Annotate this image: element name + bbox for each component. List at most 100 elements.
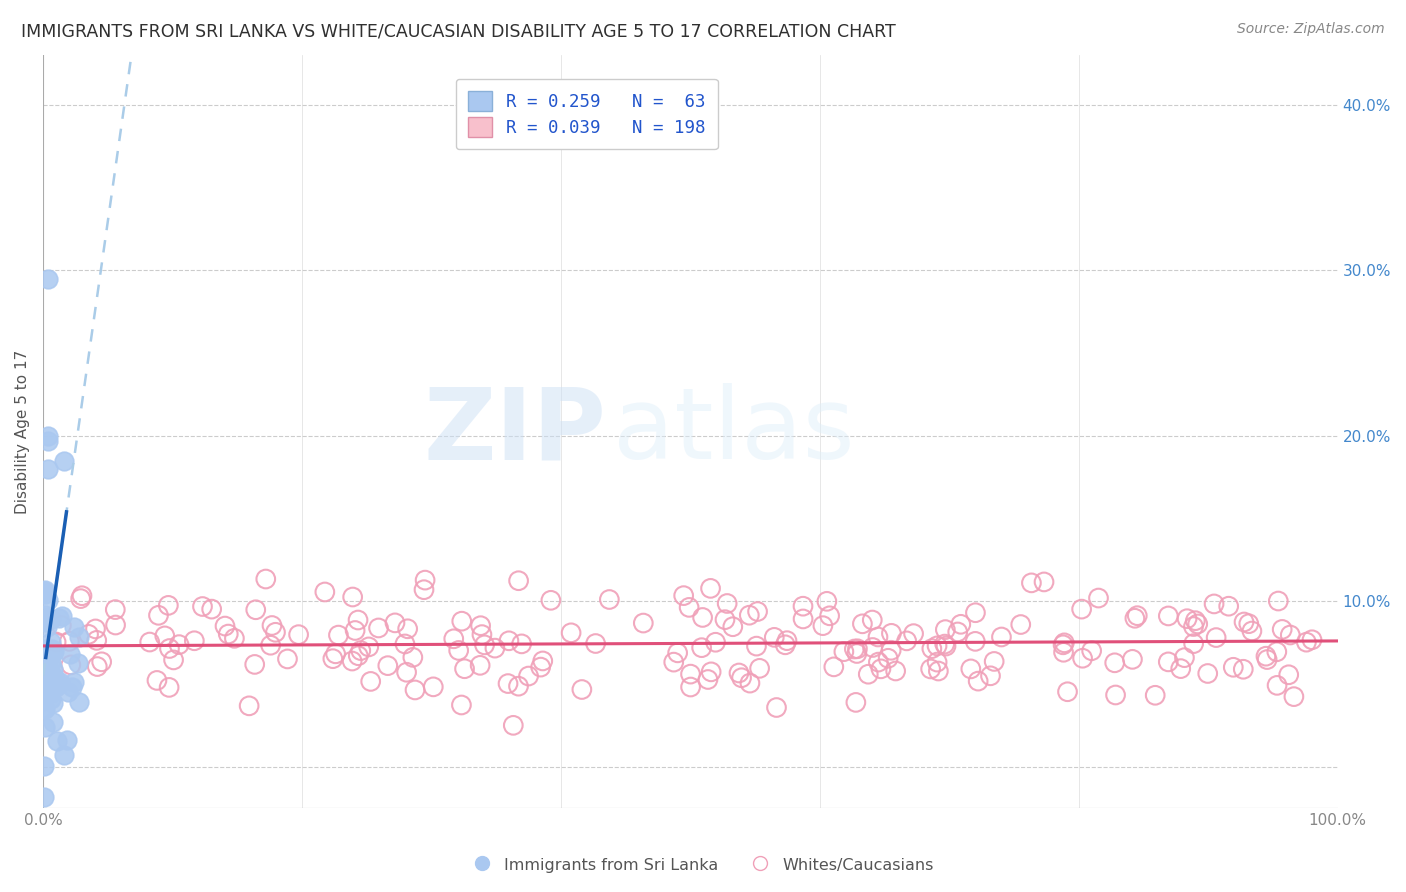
Legend: R = 0.259   N =  63, R = 0.039   N = 198: R = 0.259 N = 63, R = 0.039 N = 198	[456, 78, 718, 149]
Point	[37, 593, 59, 607]
Point	[42, 715, 65, 730]
Point	[927, 655, 949, 669]
Point	[903, 626, 925, 640]
Point	[350, 643, 373, 657]
Point	[697, 673, 720, 687]
Point	[860, 613, 883, 627]
Point	[34, 614, 56, 628]
Point	[845, 695, 868, 709]
Point	[159, 641, 181, 656]
Point	[191, 599, 214, 614]
Point	[224, 632, 246, 646]
Point	[32, 694, 55, 708]
Point	[792, 612, 814, 626]
Point	[540, 593, 562, 607]
Point	[1205, 631, 1227, 645]
Point	[245, 603, 267, 617]
Point	[217, 627, 239, 641]
Point	[690, 640, 713, 655]
Point	[314, 585, 336, 599]
Point	[730, 671, 752, 685]
Point	[55, 733, 77, 747]
Point	[979, 669, 1001, 683]
Point	[880, 643, 903, 657]
Text: atlas: atlas	[613, 383, 855, 480]
Point	[832, 645, 855, 659]
Point	[157, 599, 180, 613]
Point	[1182, 619, 1205, 633]
Point	[38, 642, 60, 657]
Point	[846, 641, 869, 656]
Point	[167, 638, 190, 652]
Point	[1233, 615, 1256, 629]
Point	[67, 695, 90, 709]
Point	[1237, 616, 1260, 631]
Point	[45, 680, 67, 694]
Point	[201, 602, 224, 616]
Point	[44, 644, 66, 658]
Text: Source: ZipAtlas.com: Source: ZipAtlas.com	[1237, 22, 1385, 37]
Point	[395, 665, 418, 680]
Point	[714, 613, 737, 627]
Point	[721, 620, 744, 634]
Point	[728, 665, 751, 680]
Point	[1254, 649, 1277, 664]
Point	[983, 655, 1005, 669]
Point	[360, 674, 382, 689]
Point	[58, 648, 80, 662]
Point	[39, 692, 62, 706]
Point	[692, 610, 714, 624]
Point	[934, 623, 956, 637]
Point	[920, 662, 942, 676]
Point	[704, 635, 727, 649]
Point	[474, 638, 496, 652]
Point	[162, 653, 184, 667]
Point	[1271, 623, 1294, 637]
Point	[35, 687, 58, 701]
Point	[325, 647, 347, 661]
Point	[243, 657, 266, 672]
Point	[377, 658, 399, 673]
Point	[811, 618, 834, 632]
Point	[63, 675, 86, 690]
Point	[818, 608, 841, 623]
Point	[59, 657, 82, 672]
Point	[32, 584, 55, 599]
Point	[884, 664, 907, 678]
Point	[35, 644, 58, 658]
Point	[1157, 609, 1180, 624]
Point	[1021, 575, 1043, 590]
Point	[45, 734, 67, 748]
Point	[86, 659, 108, 673]
Point	[37, 462, 59, 476]
Point	[402, 650, 425, 665]
Point	[1197, 666, 1219, 681]
Point	[48, 676, 70, 690]
Point	[34, 612, 56, 626]
Point	[510, 637, 533, 651]
Point	[1052, 638, 1074, 652]
Point	[868, 655, 890, 669]
Point	[367, 621, 389, 635]
Point	[815, 594, 838, 608]
Point	[748, 661, 770, 675]
Point	[450, 698, 472, 712]
Point	[44, 671, 66, 685]
Point	[1157, 655, 1180, 669]
Point	[1121, 652, 1143, 666]
Point	[51, 618, 73, 632]
Point	[340, 654, 363, 668]
Point	[496, 676, 519, 690]
Point	[508, 574, 530, 588]
Point	[823, 660, 845, 674]
Point	[502, 718, 524, 732]
Point	[260, 618, 283, 632]
Point	[287, 627, 309, 641]
Point	[41, 642, 63, 657]
Point	[738, 608, 761, 623]
Point	[34, 582, 56, 597]
Point	[404, 682, 426, 697]
Point	[1144, 688, 1167, 702]
Point	[678, 600, 700, 615]
Point	[51, 609, 73, 624]
